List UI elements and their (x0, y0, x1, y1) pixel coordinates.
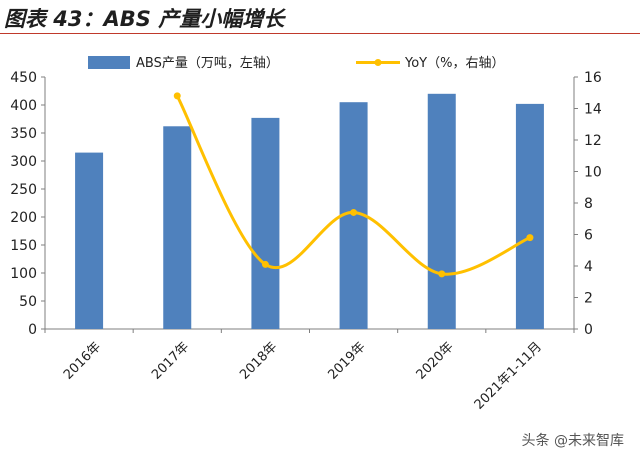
right-tick-label: 2 (584, 291, 593, 307)
left-tick-label: 200 (10, 210, 37, 226)
right-tick-label: 16 (584, 70, 602, 86)
bar (251, 117, 280, 329)
left-tick-label: 250 (10, 182, 37, 198)
x-tick-label: 2021年1-11月 (472, 339, 545, 412)
right-tick-label: 10 (584, 165, 602, 181)
left-tick-label: 350 (10, 126, 37, 142)
bar (515, 103, 544, 329)
bar (75, 152, 104, 329)
yoy-line (175, 95, 531, 276)
right-tick-label: 12 (584, 133, 602, 149)
yoy-point (350, 208, 358, 216)
left-tick-label: 300 (10, 154, 37, 170)
right-tick-label: 8 (584, 196, 593, 212)
left-tick-label: 400 (10, 98, 37, 114)
bar (163, 126, 192, 329)
left-tick-label: 50 (19, 294, 37, 310)
legend-line-label: YoY（%，右轴） (404, 56, 504, 71)
yoy-point (438, 270, 446, 278)
x-tick-label: 2018年 (237, 339, 280, 382)
left-tick-label: 100 (10, 266, 37, 282)
right-tick-label: 14 (584, 102, 602, 118)
x-tick-label: 2019年 (325, 339, 368, 382)
left-tick-label: 450 (10, 70, 37, 86)
x-tick-label: 2017年 (149, 339, 192, 382)
right-tick-label: 0 (584, 322, 593, 338)
legend: ABS产量（万吨，左轴） YoY（%，右轴） (88, 56, 504, 71)
legend-bar-label: ABS产量（万吨，左轴） (136, 56, 279, 71)
legend-bar-swatch (88, 56, 130, 69)
watermark: 头条 @未来智库 (521, 433, 624, 449)
chart-title: 图表 43：ABS 产量小幅增长 (4, 7, 285, 31)
yoy-point (173, 92, 181, 100)
yoy-point (526, 234, 534, 242)
legend-line-marker (374, 59, 382, 66)
title-rule (0, 33, 640, 34)
right-tick-label: 6 (584, 228, 593, 244)
right-tick-label: 4 (584, 259, 593, 275)
left-tick-label: 0 (28, 322, 37, 338)
bar (427, 93, 456, 329)
yoy-point (261, 260, 269, 268)
x-tick-label: 2016年 (61, 339, 104, 382)
x-tick-label: 2020年 (414, 339, 457, 382)
left-tick-label: 150 (10, 238, 37, 254)
